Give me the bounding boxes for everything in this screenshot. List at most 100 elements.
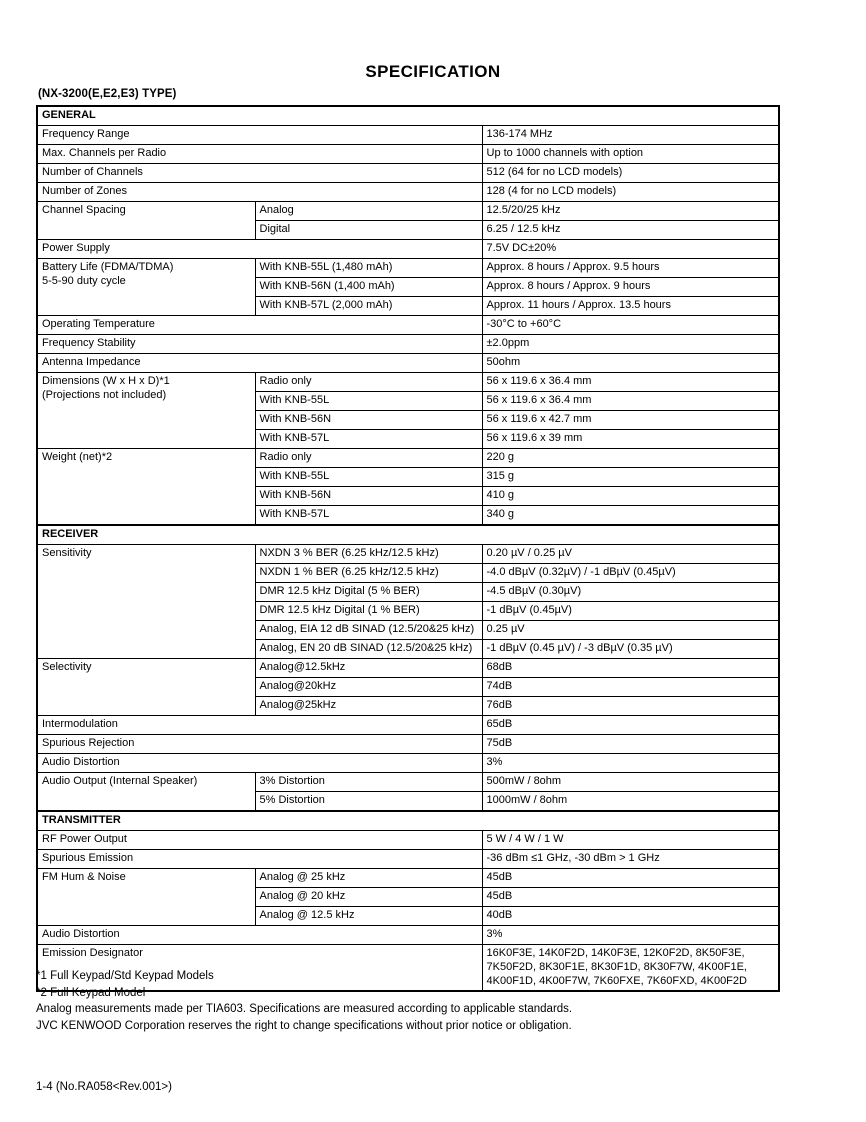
row-value-audio-output-3pct: 500mW / 8ohm [481, 772, 780, 792]
table-row: Audio Output (Internal Speaker) 3% Disto… [36, 772, 780, 812]
row-label-receiver-audio-distortion: Audio Distortion [36, 753, 483, 773]
table-row: With KNB-57L 340 g [37, 505, 780, 526]
row-label-frequency-stability: Frequency Stability [36, 334, 483, 354]
row-value-dimensions-knb55l: 56 x 119.6 x 36.4 mm [481, 391, 780, 411]
battery-life-label-line2: 5-5-90 duty cycle [42, 275, 126, 287]
row-sublabel-sensitivity-eia-sinad: Analog, EIA 12 dB SINAD (12.5/20&25 kHz) [254, 620, 483, 640]
row-label-rf-power-output: RF Power Output [36, 830, 483, 850]
table-row: Analog, EIA 12 dB SINAD (12.5/20&25 kHz)… [37, 620, 780, 640]
table-row: Power Supply 7.5V DC±20% [36, 239, 780, 259]
row-sublabel-weight-knb57l: With KNB-57L [254, 505, 483, 526]
footnote-1: *1 Full Keypad/Std Keypad Models [36, 970, 214, 982]
row-value-selectivity-25: 76dB [481, 696, 780, 716]
row-label-antenna-impedance: Antenna Impedance [36, 353, 483, 373]
row-label-intermodulation: Intermodulation [36, 715, 483, 735]
row-sublabel-audio-output-3pct: 3% Distortion [254, 772, 483, 792]
table-row: Channel Spacing Analog 12.5/20/25 kHz [36, 201, 780, 240]
table-row: With KNB-56N 56 x 119.6 x 42.7 mm [37, 410, 780, 430]
row-sublabel-battery-knb55l: With KNB-55L (1,480 mAh) [254, 258, 483, 278]
row-value-selectivity-20: 74dB [481, 677, 780, 697]
row-value-audio-output-5pct: 1000mW / 8ohm [481, 791, 780, 812]
row-value-dimensions-knb56n: 56 x 119.6 x 42.7 mm [481, 410, 780, 430]
table-row: Weight (net)*2 Radio only 220 g [36, 448, 780, 526]
row-value-dimensions-radio-only: 56 x 119.6 x 36.4 mm [481, 372, 780, 392]
row-label-sensitivity: Sensitivity [36, 544, 256, 659]
row-value-number-of-channels: 512 (64 for no LCD models) [481, 163, 780, 183]
table-row: Frequency Range 136-174 MHz [36, 125, 780, 145]
page-title: SPECIFICATION [365, 62, 501, 81]
section-heading-transmitter: TRANSMITTER [36, 810, 780, 831]
row-value-fm-hum-25: 45dB [481, 868, 780, 888]
row-value-rf-power-output: 5 W / 4 W / 1 W [481, 830, 780, 850]
table-row: Battery Life (FDMA/TDMA) 5-5-90 duty cyc… [36, 258, 780, 316]
row-sublabel-dimensions-knb57l: With KNB-57L [254, 429, 483, 449]
emission-designator-line1: 16K0F3E, 14K0F2D, 14K0F3E, 12K0F2D, 8K50… [486, 947, 745, 959]
row-sublabel-fm-hum-20: Analog @ 20 kHz [254, 887, 483, 907]
row-value-weight-knb55l: 315 g [481, 467, 780, 487]
table-row: NXDN 1 % BER (6.25 kHz/12.5 kHz) -4.0 dB… [37, 563, 780, 583]
row-sublabel-battery-knb57l: With KNB-57L (2,000 mAh) [254, 296, 483, 316]
table-row: Number of Zones 128 (4 for no LCD models… [36, 182, 780, 202]
dimensions-label-line1: Dimensions (W x H x D)*1 [42, 375, 170, 387]
row-value-channel-spacing-analog: 12.5/20/25 kHz [481, 201, 780, 221]
row-value-sensitivity-nxdn1: -4.0 dBµV (0.32µV) / -1 dBµV (0.45µV) [481, 563, 780, 583]
emission-designator-line3: 4K00F1D, 4K00F7W, 7K60FXE, 7K60FXD, 4K00… [486, 975, 747, 987]
row-value-spurious-rejection: 75dB [481, 734, 780, 754]
row-sublabel-selectivity-25: Analog@25kHz [254, 696, 483, 716]
row-value-intermodulation: 65dB [481, 715, 780, 735]
row-sublabel-weight-radio-only: Radio only [254, 448, 483, 468]
table-row: Audio Distortion 3% [36, 753, 780, 773]
table-row: Spurious Rejection 75dB [36, 734, 780, 754]
row-label-frequency-range: Frequency Range [36, 125, 483, 145]
specification-table: GENERAL Frequency Range 136-174 MHz Max.… [36, 105, 780, 992]
row-sublabel-sensitivity-dmr1: DMR 12.5 kHz Digital (1 % BER) [254, 601, 483, 621]
row-value-sensitivity-en-sinad: -1 dBµV (0.45 µV) / -3 dBµV (0.35 µV) [481, 639, 780, 659]
footnotes: *1 Full Keypad/Std Keypad Models *2 Full… [36, 968, 572, 1034]
row-sublabel-fm-hum-25: Analog @ 25 kHz [254, 868, 483, 888]
row-value-battery-knb55l: Approx. 8 hours / Approx. 9.5 hours [481, 258, 780, 278]
table-row: Dimensions (W x H x D)*1 (Projections no… [36, 372, 780, 449]
row-label-channel-spacing: Channel Spacing [36, 201, 256, 240]
table-row: RF Power Output 5 W / 4 W / 1 W [36, 830, 780, 850]
row-sublabel-sensitivity-dmr5: DMR 12.5 kHz Digital (5 % BER) [254, 582, 483, 602]
row-sublabel-battery-knb56n: With KNB-56N (1,400 mAh) [254, 277, 483, 297]
battery-life-label-line1: Battery Life (FDMA/TDMA) [42, 261, 174, 273]
row-value-receiver-audio-distortion: 3% [481, 753, 780, 773]
row-sublabel-fm-hum-125: Analog @ 12.5 kHz [254, 906, 483, 926]
row-value-spurious-emission: -36 dBm ≤1 GHz, -30 dBm > 1 GHz [481, 849, 780, 869]
table-row: Frequency Stability ±2.0ppm [36, 334, 780, 354]
row-value-battery-knb57l: Approx. 11 hours / Approx. 13.5 hours [481, 296, 780, 316]
table-row: Sensitivity NXDN 3 % BER (6.25 kHz/12.5 … [36, 544, 780, 659]
section-header-row: GENERAL [36, 105, 780, 126]
row-sublabel-dimensions-knb55l: With KNB-55L [254, 391, 483, 411]
row-value-selectivity-125: 68dB [481, 658, 780, 678]
row-label-max-channels: Max. Channels per Radio [36, 144, 483, 164]
section-heading-receiver: RECEIVER [36, 524, 780, 545]
row-value-fm-hum-125: 40dB [481, 906, 780, 926]
row-value-weight-knb57l: 340 g [481, 505, 780, 526]
row-value-power-supply: 7.5V DC±20% [481, 239, 780, 259]
table-row: 5% Distortion 1000mW / 8ohm [37, 791, 780, 812]
footnote-disclaimer: JVC KENWOOD Corporation reserves the rig… [36, 1019, 572, 1032]
row-value-operating-temperature: -30°C to +60°C [481, 315, 780, 335]
footnote-measurement-note: Analog measurements made per TIA603. Spe… [36, 1003, 573, 1015]
row-value-dimensions-knb57l: 56 x 119.6 x 39 mm [481, 429, 780, 449]
table-row: Selectivity Analog@12.5kHz 68dB [36, 658, 780, 716]
row-label-audio-output: Audio Output (Internal Speaker) [36, 772, 256, 812]
row-value-sensitivity-nxdn3: 0.20 µV / 0.25 µV [481, 544, 780, 564]
row-sublabel-channel-spacing-digital: Digital [254, 220, 483, 240]
table-row: Analog @ 20 kHz 45dB [37, 887, 780, 907]
row-label-dimensions: Dimensions (W x H x D)*1 (Projections no… [36, 372, 256, 449]
row-label-weight: Weight (net)*2 [36, 448, 256, 526]
section-header-row: RECEIVER [36, 524, 780, 545]
row-value-transmitter-audio-distortion: 3% [481, 925, 780, 945]
table-row: With KNB-56N 410 g [37, 486, 780, 506]
row-value-frequency-stability: ±2.0ppm [481, 334, 780, 354]
row-value-antenna-impedance: 50ohm [481, 353, 780, 373]
row-label-operating-temperature: Operating Temperature [36, 315, 483, 335]
table-row: Spurious Emission -36 dBm ≤1 GHz, -30 dB… [36, 849, 780, 869]
row-value-number-of-zones: 128 (4 for no LCD models) [481, 182, 780, 202]
emission-designator-line2: 7K50F2D, 8K30F1E, 8K30F1D, 8K30F7W, 4K00… [486, 961, 747, 973]
table-row: Antenna Impedance 50ohm [36, 353, 780, 373]
row-sublabel-weight-knb55l: With KNB-55L [254, 467, 483, 487]
